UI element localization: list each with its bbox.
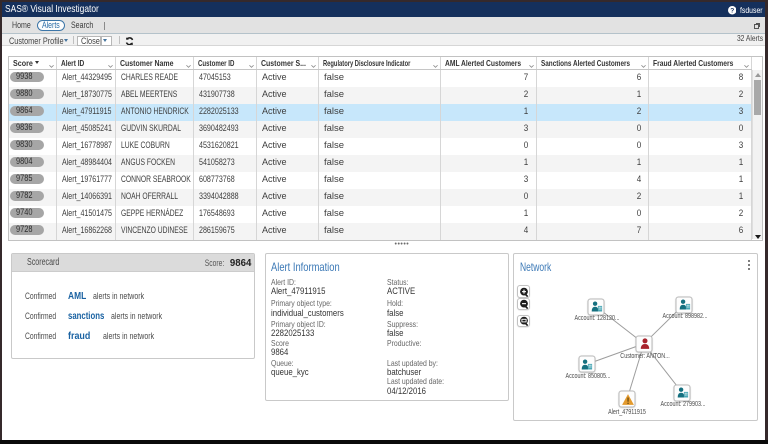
svg-text:?: ? — [730, 8, 734, 15]
